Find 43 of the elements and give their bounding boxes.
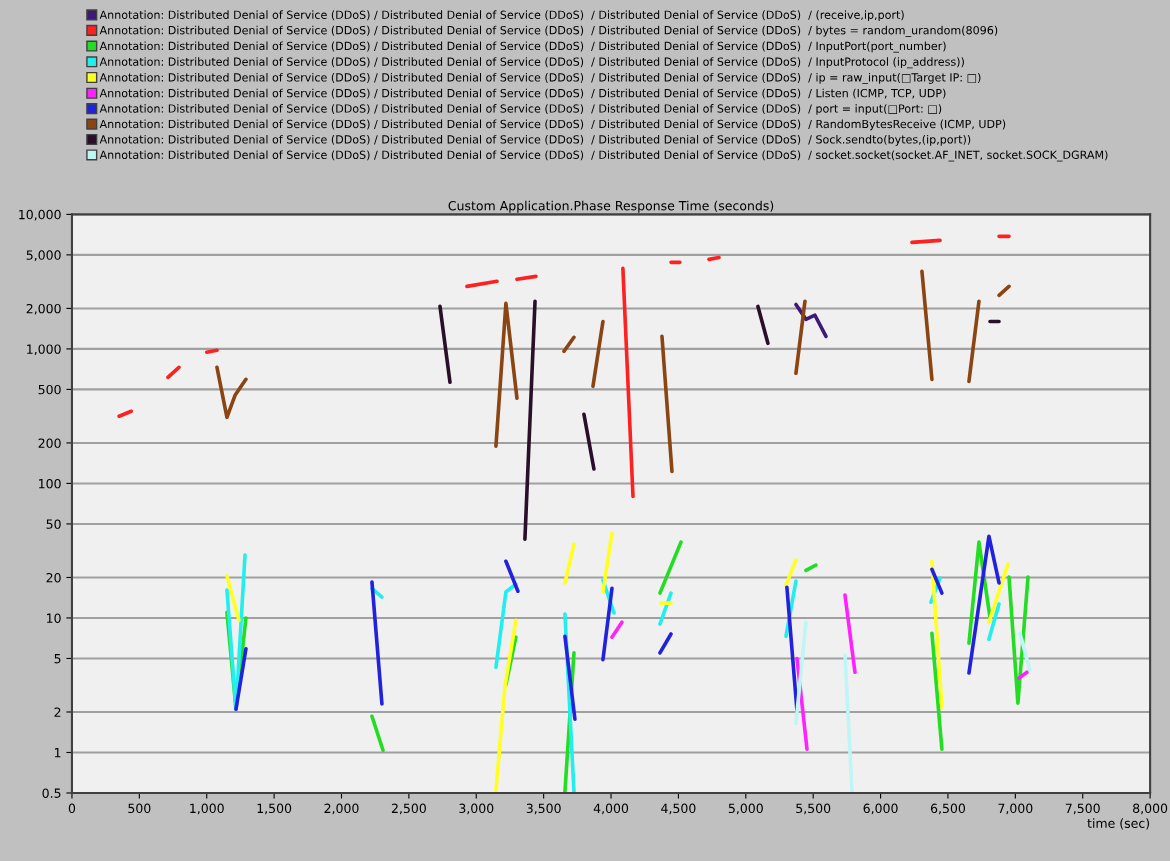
y-tick-label: 50 [46, 519, 61, 529]
legend-label: Annotation: Distributed Denial of Service (DDoS) / Distributed Denial of Service (DDoS) / Distributed Denial of Service (DDoS) / RandomBytesReceive (ICMP, UDP) [99, 119, 1006, 131]
legend-label: Annotation: Distributed Denial of Service (DDoS) / Distributed Denial of Service (DDoS) / Distributed Denial of Service (DDoS) / port = input(□Port: □) [99, 104, 942, 115]
legend-label: Annotation: Distributed Denial of Service (DDoS) / Distributed Denial of Service (DDoS) / Distributed Denial of Service (DDoS) / ip = raw_input(□Target IP: □) [99, 72, 981, 85]
x-tick-label: 8,000 [1133, 803, 1168, 815]
x-tick-label: 2,500 [391, 803, 426, 815]
x-tick-label: 0 [68, 803, 76, 814]
x-tick-label: 6,000 [863, 803, 898, 815]
x-tick-label: 7,500 [1065, 803, 1100, 815]
legend-label: Annotation: Distributed Denial of Service (DDoS) / Distributed Denial of Service (DDoS) / Distributed Denial of Service (DDoS) / Listen (ICMP, TCP, UDP) [99, 88, 946, 99]
y-tick-label: 5,000 [26, 250, 61, 262]
y-tick-label: 5 [54, 654, 61, 664]
legend-label: Annotation: Distributed Denial of Service (DDoS) / Distributed Denial of Service (DDoS) / Distributed Denial of Service (DDoS) / (receive,ip,port) [99, 10, 904, 22]
x-axis-title: time (sec) [1087, 818, 1150, 830]
y-tick-label: 200 [38, 438, 61, 448]
x-tick-label: 2,000 [324, 803, 359, 815]
y-tick-label: 0.5 [42, 788, 61, 798]
x-tick-label: 5,000 [728, 803, 763, 815]
legend-label: Annotation: Distributed Denial of Service (DDoS) / Distributed Denial of Service (DDoS) / Distributed Denial of Service (DDoS) / socket.socket(socket.AF_INET, socket.SOCK_DGRAM) [99, 150, 1108, 162]
legend-label: Annotation: Distributed Denial of Service (DDoS) / Distributed Denial of Service (DDoS) / Distributed Denial of Service (DDoS) / Sock.sendto(bytes,(ip,port)) [99, 134, 971, 146]
x-tick-label: 500 [128, 803, 151, 814]
y-tick-label: 2,000 [26, 303, 61, 315]
chart-title: Custom Application.Phase Response Time (seconds) [448, 200, 774, 213]
x-tick-label: 1,500 [257, 803, 292, 815]
x-tick-label: 3,500 [526, 803, 561, 815]
x-tick-label: 4,000 [593, 803, 629, 815]
x-tick-label: 4,500 [661, 803, 696, 815]
x-tick-label: 3,000 [459, 803, 494, 815]
x-tick-label: 6,500 [930, 803, 966, 815]
legend-label: Annotation: Distributed Denial of Service (DDoS) / Distributed Denial of Service (DDoS) / Distributed Denial of Service (DDoS) / InputPort(port_number) [99, 41, 946, 53]
y-tick-label: 20 [46, 572, 61, 583]
legend-label: Annotation: Distributed Denial of Service (DDoS) / Distributed Denial of Service (DDoS) / Distributed Denial of Service (DDoS) / bytes = random_urandom(8096) [99, 25, 998, 37]
x-tick-label: 5,500 [796, 803, 831, 815]
legend-label: Annotation: Distributed Denial of Service (DDoS) / Distributed Denial of Service (DDoS) / Distributed Denial of Service (DDoS) / InputProtocol (ip_address)) [99, 57, 964, 69]
y-tick-label: 500 [38, 384, 61, 395]
x-tick-label: 7,000 [998, 803, 1033, 815]
y-tick-label: 2 [54, 707, 61, 717]
y-tick-label: 10 [47, 613, 61, 623]
x-tick-label: 1,000 [190, 803, 224, 815]
y-tick-label: 100 [39, 478, 61, 489]
y-tick-label: 1 [54, 748, 61, 758]
y-tick-label: 1,000 [27, 344, 61, 356]
y-tick-label: 10,000 [19, 209, 61, 221]
